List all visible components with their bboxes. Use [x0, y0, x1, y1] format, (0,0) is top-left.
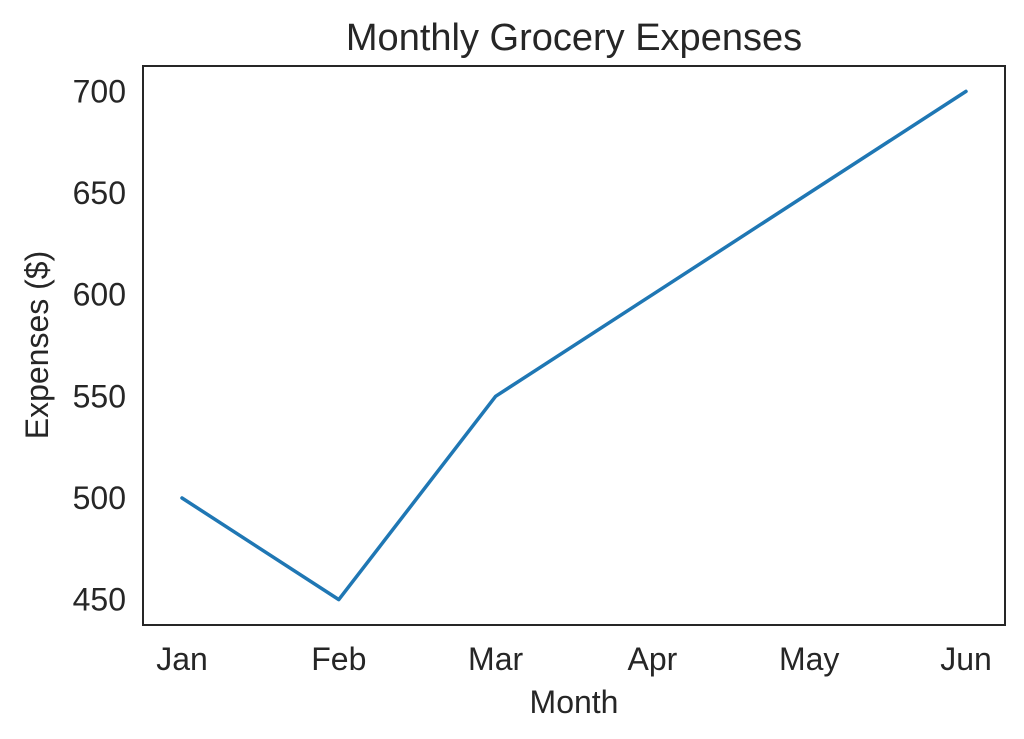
x-tick-label: Feb: [311, 641, 366, 677]
x-tick-label: Jan: [156, 641, 208, 677]
y-tick-labels: 450 500 550 600 650 700: [73, 73, 126, 617]
x-axis-label: Month: [530, 684, 619, 720]
x-tick-label: May: [779, 641, 839, 677]
x-tick-label: Jun: [940, 641, 992, 677]
y-tick-label: 700: [73, 73, 126, 109]
plot-frame: [142, 65, 1006, 626]
y-axis-label: Expenses ($): [19, 251, 55, 440]
y-tick-label: 650: [73, 175, 126, 211]
y-tick-label: 600: [73, 277, 126, 313]
y-tick-label: 450: [73, 582, 126, 618]
x-tick-label: Apr: [628, 641, 678, 677]
series-line: [180, 89, 968, 602]
chart-title: Monthly Grocery Expenses: [346, 17, 802, 59]
x-tick-labels: Jan Feb Mar Apr May Jun: [156, 641, 992, 677]
series-lines: [180, 89, 968, 602]
x-tick-label: Mar: [468, 641, 523, 677]
y-tick-label: 550: [73, 378, 126, 414]
y-tick-label: 500: [73, 480, 126, 516]
